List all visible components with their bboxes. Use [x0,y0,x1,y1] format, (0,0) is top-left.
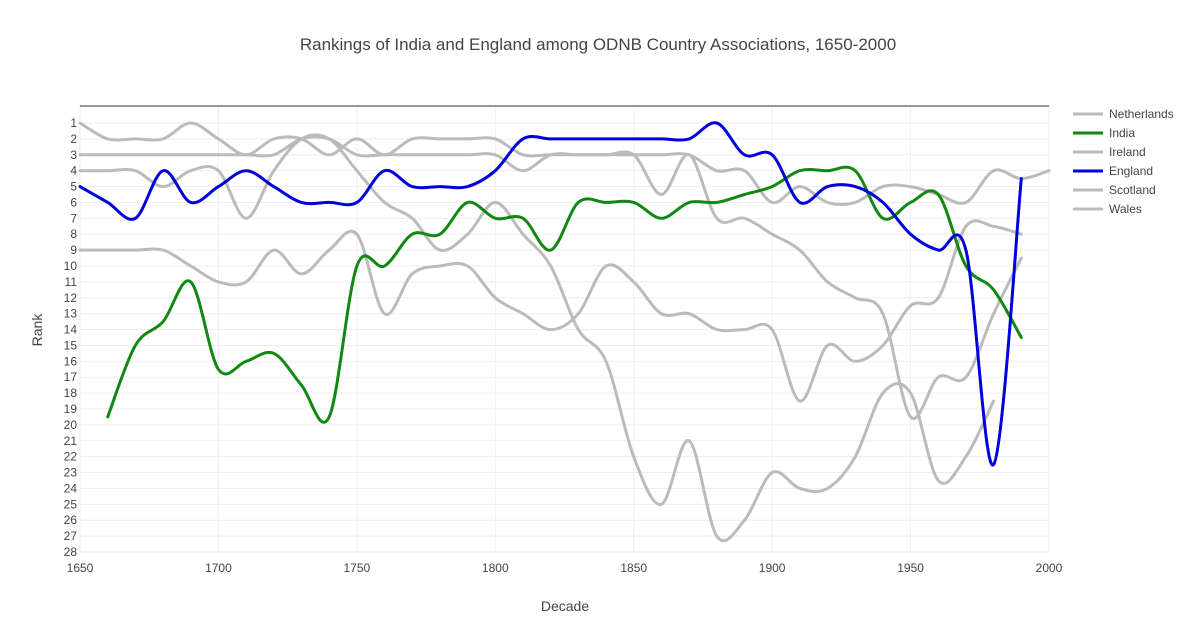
series-line-ireland [78,219,1023,403]
y-tick-label: 9 [70,243,77,257]
y-tick-label: 16 [64,354,78,368]
y-tick-label: 13 [64,307,78,321]
legend-item-england[interactable]: England [1073,164,1153,178]
legend-label: England [1109,164,1153,178]
grid-layer [79,106,1050,553]
legend-item-netherlands[interactable]: Netherlands [1073,107,1174,121]
legend: Netherlands India Ireland England Scotland Wa… [1073,107,1174,216]
x-tick-label: 1700 [205,561,232,575]
y-tick-label: 3 [70,148,77,162]
legend-label: India [1109,126,1135,140]
x-tick-label: 1750 [344,561,371,575]
y-tick-label: 6 [70,195,77,209]
x-tick-label: 1900 [759,561,786,575]
series-line-india [106,165,1023,424]
y-tick-label: 21 [64,434,78,448]
y-tick-label: 27 [64,529,78,543]
y-tick-label: 17 [64,370,78,384]
x-axis-title: Decade [541,598,589,614]
y-tick-label: 18 [64,386,78,400]
y-tick-label: 28 [64,545,78,559]
y-tick-label: 12 [64,291,78,305]
legend-item-ireland[interactable]: Ireland [1073,145,1146,159]
x-tick-label: 1950 [897,561,924,575]
y-tick-label: 1 [70,116,77,130]
x-tick-label: 1650 [67,561,94,575]
x-tick-label: 2000 [1036,561,1063,575]
y-tick-label: 25 [64,497,78,511]
series-line-wales [78,133,996,543]
y-tick-label: 20 [64,418,78,432]
y-tick-label: 5 [70,180,77,194]
legend-item-wales[interactable]: Wales [1073,202,1142,216]
y-tick-label: 15 [64,338,78,352]
y-tick-label: 4 [70,164,77,178]
y-tick-label: 24 [64,481,78,495]
x-tick-label: 1800 [482,561,509,575]
legend-label: Wales [1109,202,1142,216]
tick-layer: 1234567891011121314151617181920212223242… [64,116,1063,575]
legend-item-scotland[interactable]: Scotland [1073,183,1156,197]
y-tick-label: 19 [64,402,78,416]
series-line-netherlands [78,121,1051,206]
series-layer [78,121,1051,543]
y-axis-title: Rank [29,313,45,347]
legend-label: Netherlands [1109,107,1174,121]
y-tick-label: 26 [64,513,78,527]
chart-title: Rankings of India and England among ODNB… [300,35,896,54]
series-line-scotland [78,135,1023,421]
legend-label: Scotland [1109,183,1156,197]
y-tick-label: 23 [64,466,78,480]
x-tick-label: 1850 [620,561,647,575]
y-tick-label: 8 [70,227,77,241]
y-tick-label: 10 [64,259,78,273]
y-tick-label: 22 [64,450,78,464]
y-tick-label: 2 [70,132,77,146]
y-tick-label: 14 [64,323,78,337]
legend-item-india[interactable]: India [1073,126,1135,140]
y-tick-label: 11 [65,275,78,289]
y-tick-label: 7 [70,211,77,225]
series-line-england [78,121,1023,467]
legend-label: Ireland [1109,145,1146,159]
